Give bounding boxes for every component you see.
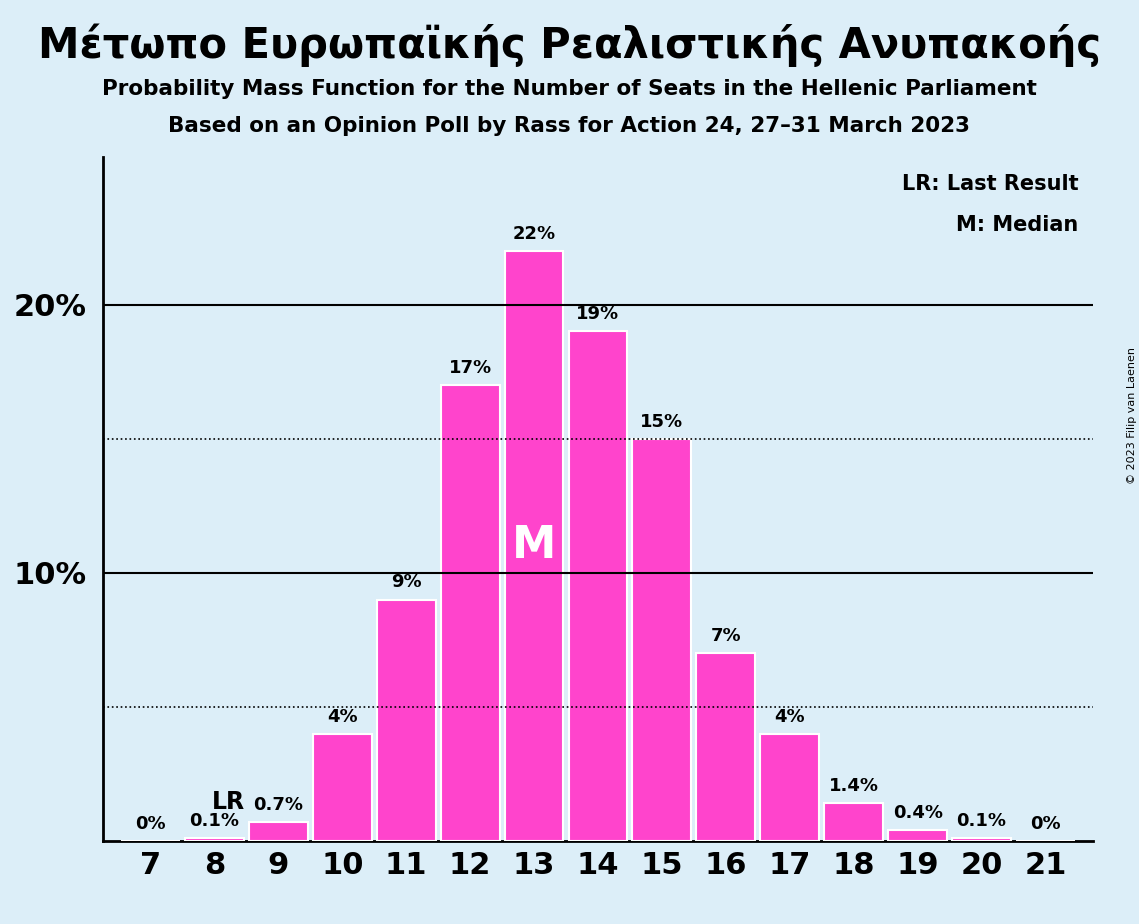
Bar (696, 653, 755, 841)
Text: Μέτωπο Ευρωπαϊκής Ρεαλιστικής Ανυπακοής: Μέτωπο Ευρωπαϊκής Ρεαλιστικής Ανυπακοής (38, 23, 1101, 67)
Bar (441, 385, 500, 841)
Text: 4%: 4% (775, 708, 805, 725)
Text: M: M (511, 525, 556, 567)
Text: 19%: 19% (576, 305, 620, 323)
Text: M: Median: M: Median (957, 215, 1079, 236)
Text: 22%: 22% (513, 225, 556, 243)
Text: 0.1%: 0.1% (189, 812, 239, 830)
Text: 7%: 7% (711, 627, 741, 645)
Bar (888, 830, 947, 841)
Text: 15%: 15% (640, 413, 683, 431)
Text: Probability Mass Function for the Number of Seats in the Hellenic Parliament: Probability Mass Function for the Number… (103, 79, 1036, 99)
Text: 0%: 0% (1030, 815, 1060, 833)
Text: 1.4%: 1.4% (829, 777, 878, 796)
Bar (632, 439, 691, 841)
Text: 4%: 4% (327, 708, 358, 725)
Bar (761, 734, 819, 841)
Text: Based on an Opinion Poll by Rass for Action 24, 27–31 March 2023: Based on an Opinion Poll by Rass for Act… (169, 116, 970, 136)
Text: © 2023 Filip van Laenen: © 2023 Filip van Laenen (1126, 347, 1137, 484)
Bar (505, 251, 564, 841)
Text: 0%: 0% (136, 815, 166, 833)
Bar (825, 803, 883, 841)
Bar (185, 838, 244, 841)
Bar (568, 332, 628, 841)
Text: 0.4%: 0.4% (893, 804, 943, 822)
Text: 0.1%: 0.1% (957, 812, 1007, 830)
Text: 9%: 9% (391, 574, 421, 591)
Bar (377, 600, 435, 841)
Text: LR: Last Result: LR: Last Result (902, 175, 1079, 194)
Bar (313, 734, 371, 841)
Text: LR: LR (212, 790, 245, 814)
Bar (952, 838, 1011, 841)
Text: 0.7%: 0.7% (253, 796, 303, 814)
Text: 17%: 17% (449, 359, 492, 377)
Bar (249, 822, 308, 841)
